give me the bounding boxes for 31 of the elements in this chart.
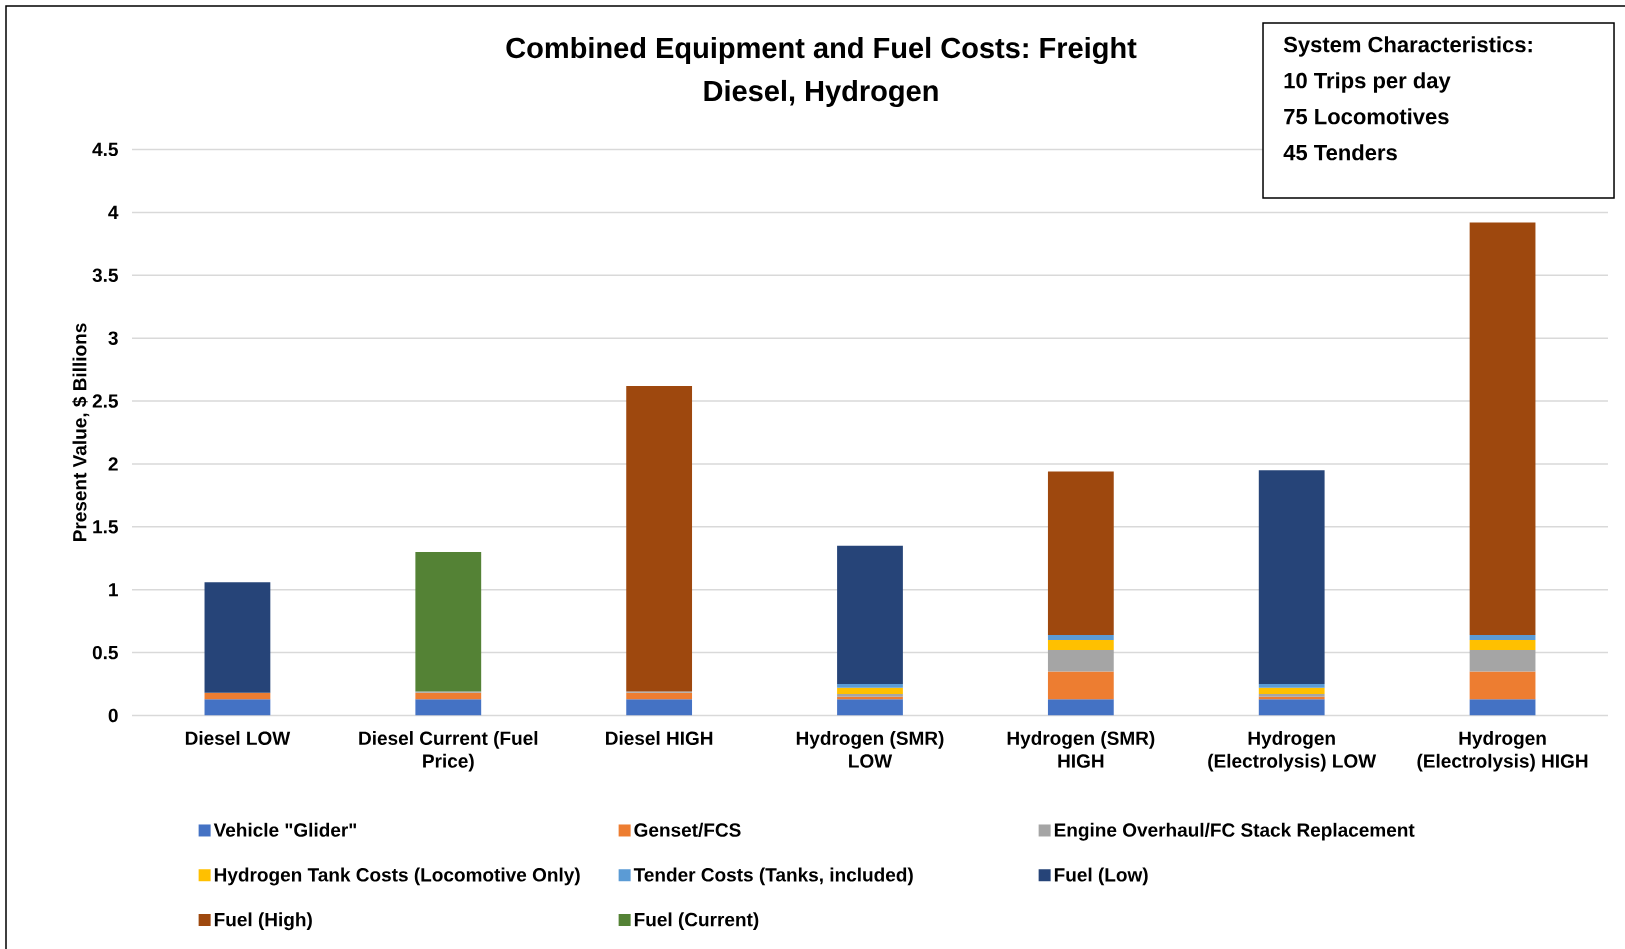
y-tick-label: 1.5 (93, 520, 118, 534)
x-tick-label: Hydrogen (Electrolysis) LOW (1208, 731, 1377, 772)
y-tick-label: 4.5 (92, 142, 118, 157)
legend-label: Hydrogen Tank Costs (Locomotive Only) (214, 867, 580, 886)
y-tick-label: 0.5 (92, 645, 118, 660)
chart-title: Combined Equipment and Fuel Costs: Freight Diesel, Hydrogen (506, 36, 1137, 108)
text: System Characteristics: (1283, 36, 1532, 57)
x-tick-label: Diesel LOW (185, 731, 291, 745)
y-tick-label: 2.5 (92, 394, 118, 408)
y-tick-label: 3.5 (92, 268, 118, 283)
y-tick-label: 4 (108, 205, 119, 219)
legend-label: Fuel (Current) (634, 912, 759, 931)
x-tick-label: Hydrogen (SMR) LOW (796, 731, 944, 768)
legend-label: Engine Overhaul/FC Stack Replacement (1054, 822, 1415, 841)
y-tick-label: 3 (108, 331, 118, 345)
legend-label: Fuel (High) (214, 912, 312, 931)
x-tick-label: Hydrogen (SMR) HIGH (1007, 731, 1155, 768)
text: 10 Trips per day (1284, 72, 1451, 93)
y-tick-label: 2 (108, 457, 118, 471)
y-tick-label: 1 (109, 583, 118, 597)
x-tick-label: Diesel HIGH (606, 731, 713, 745)
x-tick-label: Hydrogen (Electrolysis) HIGH (1417, 731, 1588, 772)
y-axis-title: Present Value, $ Billions (72, 323, 90, 542)
annotation: 45 Tenders (1283, 144, 1397, 161)
x-tick-label: Diesel Current (Fuel Price) (359, 731, 538, 772)
legend-label: Fuel (Low) (1054, 867, 1148, 886)
y-tick-label: 0 (108, 708, 118, 723)
legend-label: Tender Costs (Tanks, included) (633, 867, 913, 886)
legend-label: Vehicle "Glider" (213, 822, 357, 837)
text: 75 Locomotives (1284, 108, 1449, 125)
legend-label: Genset/FCS (634, 822, 741, 837)
